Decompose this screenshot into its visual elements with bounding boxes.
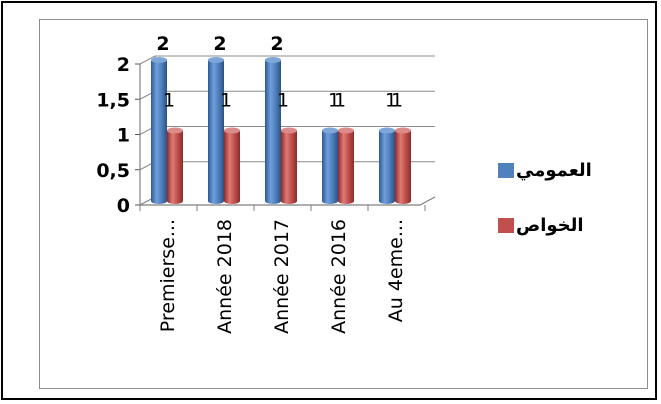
bar-private bbox=[224, 130, 240, 204]
gridlines bbox=[139, 55, 435, 171]
bars bbox=[151, 57, 411, 204]
x-axis-categories: Premierse... Année 2018 Année 2017 Année 20… bbox=[157, 219, 407, 334]
bar-top bbox=[151, 57, 167, 63]
legend: العمومي الخواص bbox=[498, 160, 592, 236]
bar-public bbox=[208, 60, 224, 204]
legend-label: العمومي bbox=[516, 160, 592, 181]
y-tick-label: 0 bbox=[117, 195, 130, 217]
bar-public bbox=[151, 60, 167, 204]
data-label: 1 bbox=[391, 90, 403, 112]
y-tick-label: 1 bbox=[117, 125, 130, 147]
data-label: 1 bbox=[163, 90, 175, 112]
bar-top bbox=[265, 57, 281, 63]
data-label: 1 bbox=[220, 90, 232, 112]
bar-private bbox=[167, 130, 183, 204]
data-label: 2 bbox=[156, 33, 169, 55]
bar-top bbox=[338, 127, 354, 134]
bar-top bbox=[224, 127, 240, 134]
legend-swatch bbox=[498, 218, 514, 233]
legend-label: الخواص bbox=[516, 215, 584, 236]
bar-public bbox=[322, 130, 338, 204]
bar-public bbox=[379, 130, 395, 204]
data-label: 2 bbox=[213, 33, 226, 55]
y-tick-label: 1,5 bbox=[96, 89, 130, 111]
data-label: 1 bbox=[328, 90, 340, 112]
plot-area-border bbox=[39, 19, 648, 389]
gridline-side bbox=[139, 55, 156, 65]
bar-top bbox=[167, 127, 183, 134]
bar-private bbox=[395, 130, 411, 204]
bar-top bbox=[208, 57, 224, 63]
x-axis-line bbox=[140, 196, 436, 206]
legend-swatch bbox=[498, 163, 514, 178]
bar-top bbox=[379, 127, 395, 134]
x-category-label: Année 2016 bbox=[328, 219, 350, 334]
y-axis-ticks: 0 0,5 1 1,5 2 bbox=[96, 54, 140, 217]
data-label: 1 bbox=[334, 90, 346, 112]
x-category-label: Année 2017 bbox=[271, 219, 293, 334]
bar-public bbox=[265, 60, 281, 204]
bar-private bbox=[281, 130, 297, 204]
data-label: 1 bbox=[385, 90, 397, 112]
y-tick-label: 0,5 bbox=[96, 160, 130, 182]
bar-top bbox=[281, 127, 297, 134]
x-category-label: Premierse... bbox=[157, 219, 179, 332]
data-label: 1 bbox=[277, 90, 289, 112]
data-label: 2 bbox=[270, 33, 283, 55]
bar-private bbox=[338, 130, 354, 204]
x-category-label: Au 4eme... bbox=[385, 219, 407, 322]
bar-top bbox=[322, 127, 338, 134]
bar-top bbox=[395, 127, 411, 134]
y-tick-label: 2 bbox=[117, 54, 130, 76]
x-category-label: Année 2018 bbox=[214, 219, 236, 334]
